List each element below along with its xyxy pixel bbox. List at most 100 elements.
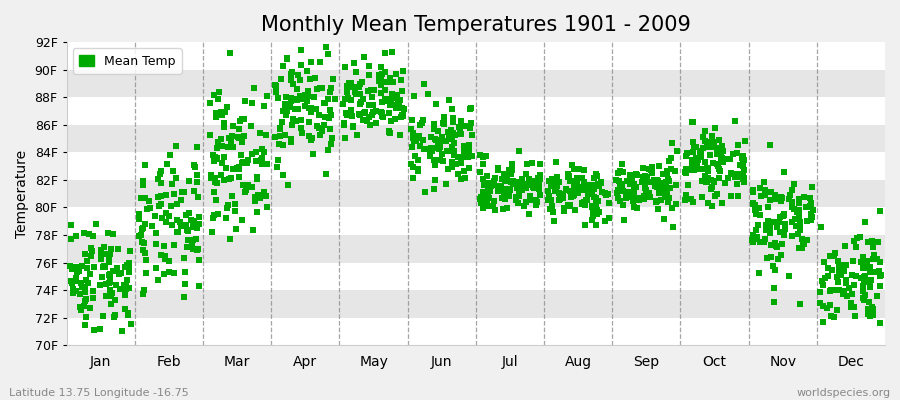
Point (624, 172, 638, 178)
Point (827, 250, 842, 256)
Point (65, 266, 79, 272)
Point (589, 222, 603, 228)
Point (235, 182, 249, 188)
Point (80, 280, 94, 286)
Point (446, 140, 461, 146)
Point (781, 273, 796, 280)
Point (179, 222, 194, 228)
Point (506, 178, 520, 184)
Point (104, 290, 119, 296)
Point (799, 237, 814, 243)
Point (768, 267, 782, 273)
Point (220, 104, 234, 111)
Point (869, 293, 884, 299)
Point (383, 130, 398, 136)
Point (783, 192, 797, 198)
Point (862, 313, 877, 319)
Point (701, 144, 716, 150)
Point (793, 218, 807, 225)
Point (154, 252, 168, 258)
Bar (67, 152, 885, 180)
Point (446, 130, 461, 136)
Point (777, 212, 791, 218)
Point (497, 171, 511, 177)
Point (645, 179, 660, 185)
Point (515, 186, 529, 193)
Point (543, 206, 557, 212)
Point (69, 275, 84, 282)
Point (863, 284, 878, 290)
Point (525, 197, 539, 203)
Point (861, 239, 876, 245)
Point (328, 95, 342, 102)
Point (827, 287, 842, 294)
Point (131, 233, 146, 240)
Point (591, 198, 606, 204)
Point (528, 201, 543, 207)
Point (208, 154, 222, 160)
Point (297, 96, 311, 103)
Point (831, 279, 845, 286)
Point (777, 210, 791, 217)
Point (685, 157, 699, 164)
Point (137, 195, 151, 201)
Point (775, 241, 789, 247)
Point (215, 112, 230, 118)
Point (250, 174, 265, 180)
Point (859, 278, 873, 284)
Point (364, 87, 378, 93)
Point (259, 132, 274, 138)
Point (553, 196, 567, 202)
Point (773, 214, 788, 220)
Point (476, 154, 491, 160)
Point (706, 144, 721, 150)
Point (465, 153, 480, 159)
Point (407, 93, 421, 99)
Point (369, 107, 383, 114)
Point (640, 174, 654, 180)
Point (214, 109, 229, 115)
Point (446, 159, 460, 165)
Point (662, 178, 676, 184)
Point (374, 108, 388, 115)
Point (100, 230, 114, 236)
Point (72, 266, 86, 273)
Point (396, 112, 410, 118)
Point (510, 185, 525, 191)
Point (68, 288, 83, 294)
Point (805, 184, 819, 190)
Point (706, 178, 721, 184)
Point (589, 204, 603, 210)
Point (320, 96, 335, 102)
Point (404, 144, 419, 150)
Point (404, 126, 419, 133)
Point (836, 291, 850, 297)
Point (763, 229, 778, 236)
Point (797, 194, 812, 201)
Point (139, 220, 153, 227)
Point (100, 251, 114, 257)
Point (418, 188, 432, 195)
Point (592, 182, 607, 189)
Point (234, 139, 248, 146)
Point (255, 160, 269, 167)
Point (285, 80, 300, 87)
Point (653, 182, 668, 188)
Point (578, 199, 592, 206)
Point (643, 194, 657, 200)
Point (561, 174, 575, 180)
Point (355, 79, 369, 85)
Point (738, 138, 752, 144)
Point (432, 144, 446, 150)
Point (248, 193, 263, 200)
Point (232, 126, 247, 132)
Point (821, 273, 835, 279)
Point (166, 191, 181, 197)
Point (191, 194, 205, 200)
Point (235, 217, 249, 223)
Point (571, 190, 585, 196)
Point (432, 146, 446, 152)
Point (491, 183, 506, 190)
Point (866, 306, 880, 312)
Point (793, 227, 807, 234)
